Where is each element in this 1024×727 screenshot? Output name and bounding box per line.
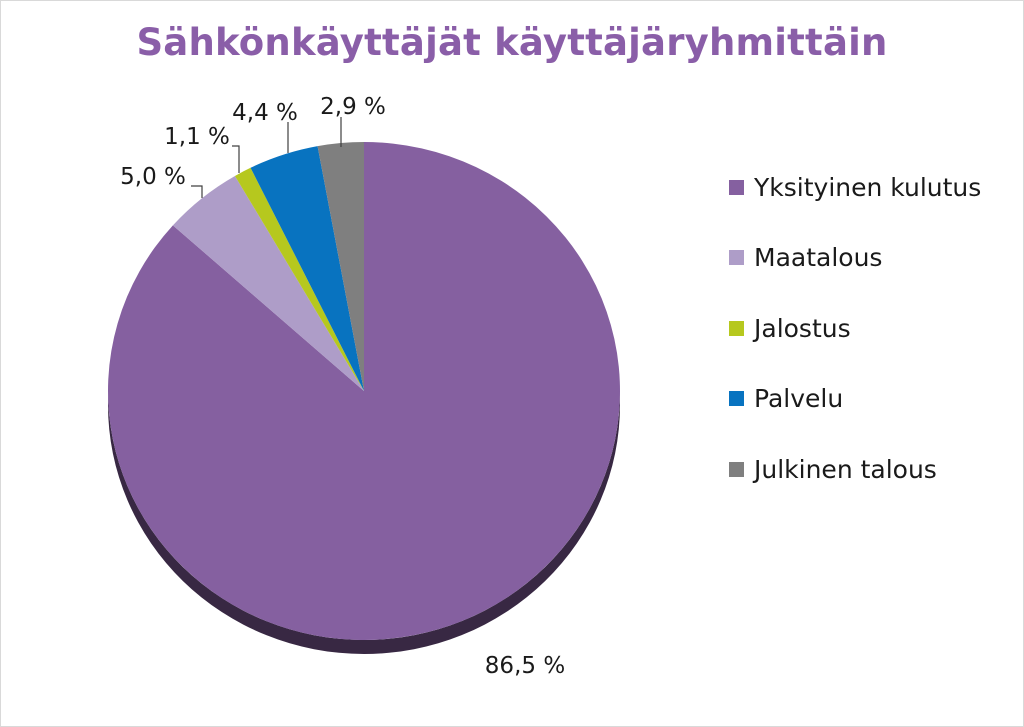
- legend-item-julkinen-talous: Julkinen talous: [729, 451, 1019, 487]
- legend-swatch-maatalous: [729, 250, 744, 266]
- legend-label-julkinen-talous: Julkinen talous: [754, 454, 937, 484]
- leader-line-jalostus: [232, 145, 240, 173]
- chart-title: Sähkönkäyttäjät käyttäjäryhmittäin: [136, 21, 888, 64]
- data-label-jalostus: 1,1 %: [164, 124, 230, 150]
- legend-swatch-yksityinen-kulutus: [729, 179, 744, 195]
- legend-item-yksityinen-kulutus: Yksityinen kulutus: [729, 169, 1019, 205]
- legend-label-yksityinen-kulutus: Yksityinen kulutus: [754, 172, 982, 202]
- pie-slice-julkinen-talous: [317, 142, 364, 391]
- data-label-julkinen-talous: 2,9 %: [320, 94, 386, 120]
- legend-label-jalostus: Jalostus: [754, 313, 851, 343]
- legend-label-maatalous: Maatalous: [754, 243, 883, 273]
- legend-item-palvelu: Palvelu: [729, 381, 1019, 417]
- legend-label-palvelu: Palvelu: [754, 384, 844, 414]
- pie-slice-jalostus: [234, 167, 364, 391]
- legend-item-maatalous: Maatalous: [729, 240, 1019, 276]
- legend: Yksityinen kulutus Maatalous Jalostus Pa…: [729, 169, 1019, 522]
- legend-swatch-palvelu: [729, 391, 744, 407]
- data-label-yksityinen-kulutus: 86,5 %: [485, 653, 565, 679]
- pie-slice-palvelu: [250, 146, 364, 391]
- legend-item-jalostus: Jalostus: [729, 310, 1019, 346]
- leader-line-maatalous: [191, 185, 203, 198]
- pie-slice-maatalous: [172, 175, 364, 391]
- data-label-maatalous: 5,0 %: [120, 164, 186, 190]
- legend-swatch-jalostus: [729, 320, 744, 336]
- legend-swatch-julkinen-talous: [729, 461, 744, 477]
- data-label-palvelu: 4,4 %: [232, 100, 298, 126]
